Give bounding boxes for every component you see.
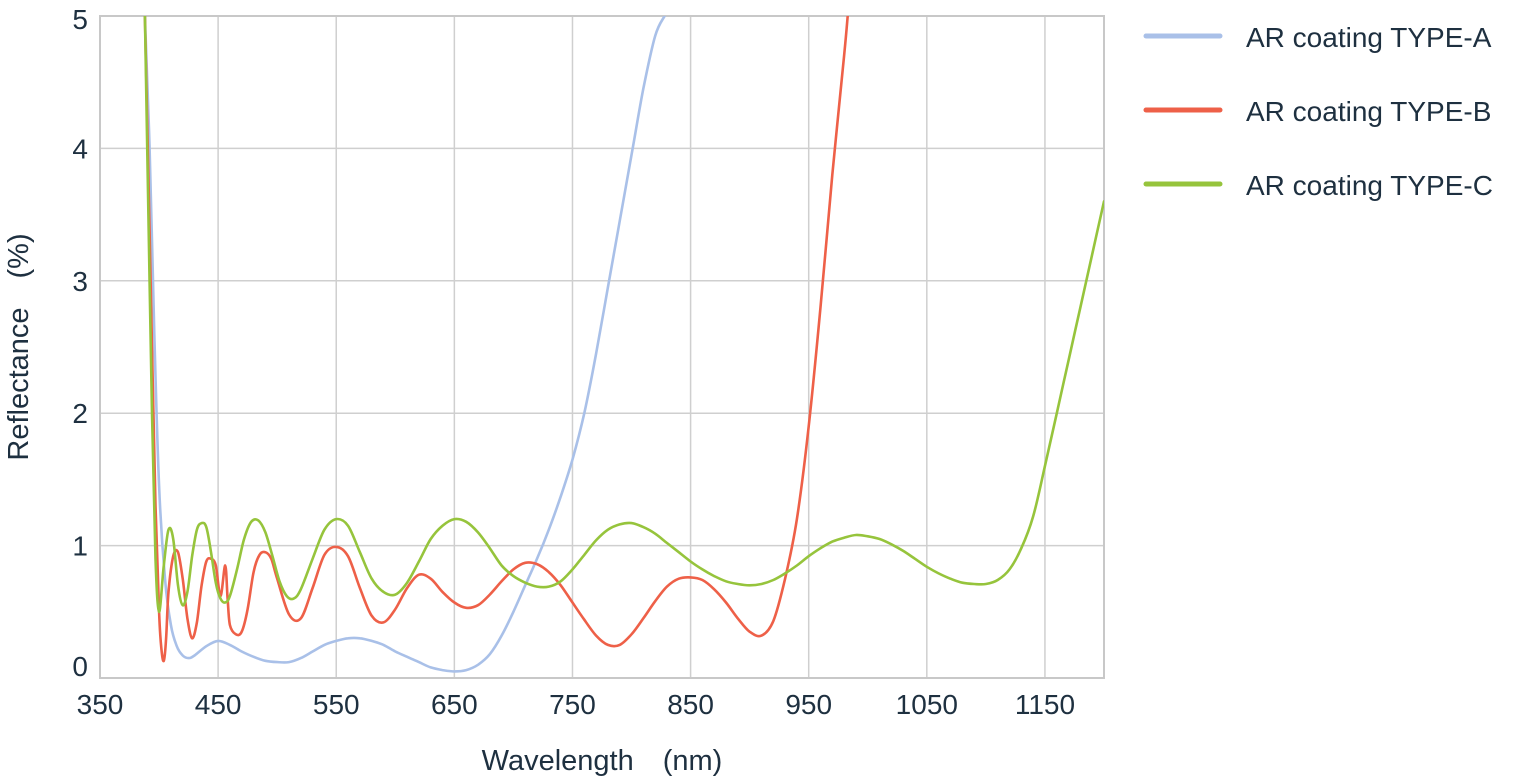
x-axis-title: Wavelength (nm) xyxy=(482,745,723,777)
legend-label-type-b: AR coating TYPE-B xyxy=(1246,96,1491,127)
legend: AR coating TYPE-A AR coating TYPE-B AR coa… xyxy=(1143,22,1493,201)
legend-label-type-c: AR coating TYPE-C xyxy=(1246,170,1493,201)
y-tick-label: 4 xyxy=(72,133,88,164)
series-line-type-c xyxy=(143,16,1104,614)
x-tick-label: 950 xyxy=(785,689,832,720)
series-line-type-a xyxy=(143,16,666,673)
x-tick-label: 350 xyxy=(77,689,124,720)
x-tick-label: 550 xyxy=(313,689,360,720)
x-tick-labels: 350 450 550 650 750 850 950 1050 1150 xyxy=(77,689,1075,720)
y-tick-labels: 0 1 2 3 4 5 xyxy=(72,4,88,682)
legend-label-type-a: AR coating TYPE-A xyxy=(1246,22,1492,53)
x-tick-label: 1150 xyxy=(1015,689,1075,720)
series-line-type-b xyxy=(143,16,849,663)
x-tick-label: 750 xyxy=(549,689,596,720)
y-axis-title: Reflectance (%) xyxy=(3,233,35,460)
x-tick-label: 450 xyxy=(195,689,242,720)
grid-lines xyxy=(99,15,1104,679)
plot-area-frame xyxy=(99,15,1105,679)
y-tick-label: 0 xyxy=(72,651,88,682)
y-tick-label: 3 xyxy=(72,266,88,297)
y-tick-label: 2 xyxy=(72,398,88,429)
y-tick-label: 1 xyxy=(72,531,88,562)
y-tick-label: 5 xyxy=(72,4,88,35)
x-tick-label: 850 xyxy=(667,689,714,720)
series-layer xyxy=(143,16,1104,673)
x-tick-label: 1050 xyxy=(896,689,958,720)
x-tick-label: 650 xyxy=(431,689,478,720)
